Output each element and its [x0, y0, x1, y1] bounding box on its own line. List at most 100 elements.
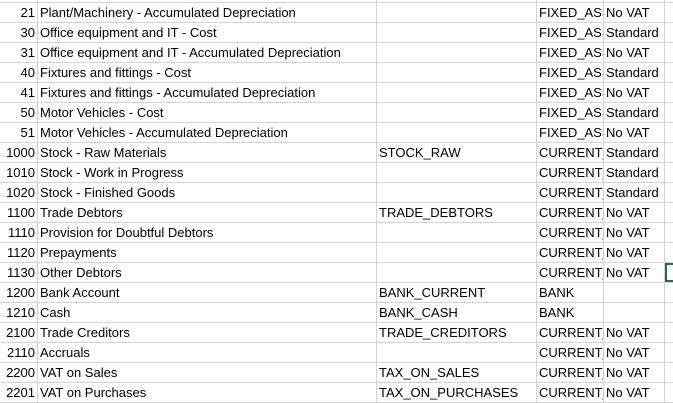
vat-cell[interactable]: No VAT: [604, 323, 665, 342]
mapping-cell[interactable]: [377, 183, 537, 202]
account-code-cell[interactable]: 31: [0, 43, 38, 62]
account-name-cell[interactable]: [38, 0, 377, 2]
account-code-cell[interactable]: 1000: [0, 143, 38, 162]
mapping-cell[interactable]: TAX_ON_PURCHASES: [377, 383, 537, 402]
account-type-cell[interactable]: CURRENT_: [539, 363, 604, 382]
account-type-cell[interactable]: BANK: [537, 283, 604, 302]
empty-cell[interactable]: [665, 83, 673, 102]
account-name-cell[interactable]: Stock - Work in Progress: [38, 163, 377, 182]
empty-cell[interactable]: [665, 303, 673, 322]
vat-cell[interactable]: Standard: [604, 103, 665, 122]
account-name-cell[interactable]: Trade Debtors: [38, 203, 377, 222]
mapping-cell[interactable]: TRADE_DEBTORS: [377, 203, 537, 222]
account-name-cell[interactable]: Stock - Raw Materials: [38, 143, 377, 162]
empty-cell[interactable]: [665, 323, 673, 342]
account-name-cell[interactable]: Fixtures and fittings - Cost: [38, 63, 377, 82]
empty-cell[interactable]: [665, 103, 673, 122]
vat-cell[interactable]: No VAT: [604, 43, 665, 62]
account-name-cell[interactable]: VAT on Purchases: [38, 383, 377, 402]
vat-cell[interactable]: No VAT: [604, 383, 665, 402]
vat-cell[interactable]: Standard: [604, 23, 665, 42]
account-type-cell[interactable]: CURRENT_: [539, 203, 604, 222]
mapping-cell[interactable]: [377, 23, 537, 42]
vat-cell[interactable]: No VAT: [604, 123, 665, 142]
empty-cell[interactable]: [665, 143, 673, 162]
account-name-cell[interactable]: Bank Account: [38, 283, 377, 302]
mapping-cell[interactable]: [377, 103, 537, 122]
mapping-cell[interactable]: [377, 223, 537, 242]
mapping-cell[interactable]: STOCK_RAW: [377, 143, 537, 162]
account-code-cell[interactable]: 50: [0, 103, 38, 122]
account-type-cell[interactable]: CURRENT_: [539, 243, 604, 262]
mapping-cell[interactable]: TRADE_CREDITORS: [377, 323, 537, 342]
mapping-cell[interactable]: [377, 163, 537, 182]
account-type-cell[interactable]: CURRENT_: [539, 223, 604, 242]
account-type-cell[interactable]: FIXED_ASS: [539, 103, 604, 122]
account-name-cell[interactable]: VAT on Sales: [38, 363, 377, 382]
account-code-cell[interactable]: 1210: [0, 303, 38, 322]
account-type-cell[interactable]: CURRENT_: [539, 383, 604, 402]
vat-cell[interactable]: Standard: [604, 163, 665, 182]
account-name-cell[interactable]: Office equipment and IT - Cost: [38, 23, 377, 42]
vat-cell[interactable]: Standard: [604, 183, 665, 202]
account-name-cell[interactable]: Cash: [38, 303, 377, 322]
account-code-cell[interactable]: 2100: [0, 323, 38, 342]
account-type-cell[interactable]: CURRENT_: [539, 323, 604, 342]
account-name-cell[interactable]: Stock - Finished Goods: [38, 183, 377, 202]
mapping-cell[interactable]: [377, 243, 537, 262]
account-code-cell[interactable]: 1100: [0, 203, 38, 222]
account-type-cell[interactable]: CURRENT_: [539, 143, 604, 162]
account-type-cell[interactable]: FIXED_ASS: [539, 3, 604, 22]
account-code-cell[interactable]: 1020: [0, 183, 38, 202]
empty-cell[interactable]: [665, 343, 673, 362]
mapping-cell[interactable]: [377, 123, 537, 142]
account-name-cell[interactable]: Office equipment and IT - Accumulated De…: [38, 43, 377, 62]
empty-cell[interactable]: [665, 63, 673, 82]
account-type-cell[interactable]: FIXED_ASS: [539, 63, 604, 82]
vat-cell[interactable]: Standard: [604, 63, 665, 82]
account-type-cell[interactable]: CURRENT_: [539, 163, 604, 182]
empty-cell[interactable]: [665, 123, 673, 142]
vat-cell[interactable]: No VAT: [604, 343, 665, 362]
account-type-cell[interactable]: FIXED_ASS: [539, 23, 604, 42]
account-code-cell[interactable]: 21: [0, 3, 38, 22]
vat-cell[interactable]: No VAT: [604, 363, 665, 382]
empty-cell[interactable]: [665, 243, 673, 262]
empty-cell[interactable]: [665, 43, 673, 62]
mapping-cell[interactable]: [377, 0, 537, 2]
mapping-cell[interactable]: [377, 343, 537, 362]
account-type-cell[interactable]: CURRENT_: [539, 343, 604, 362]
vat-cell[interactable]: [604, 283, 665, 302]
empty-cell[interactable]: [665, 383, 673, 402]
vat-cell[interactable]: No VAT: [604, 3, 665, 22]
mapping-cell[interactable]: TAX_ON_SALES: [377, 363, 537, 382]
vat-cell[interactable]: No VAT: [604, 243, 665, 262]
account-name-cell[interactable]: Prepayments: [38, 243, 377, 262]
account-name-cell[interactable]: Trade Creditors: [38, 323, 377, 342]
empty-cell[interactable]: [665, 23, 673, 42]
account-type-cell[interactable]: CURRENT_: [539, 263, 604, 282]
empty-cell[interactable]: [665, 3, 673, 22]
empty-cell[interactable]: [665, 223, 673, 242]
empty-cell[interactable]: [665, 0, 673, 2]
account-code-cell[interactable]: 30: [0, 23, 38, 42]
mapping-cell[interactable]: [377, 43, 537, 62]
account-code-cell[interactable]: 2200: [0, 363, 38, 382]
account-type-cell[interactable]: [537, 0, 604, 2]
account-code-cell[interactable]: 1120: [0, 243, 38, 262]
account-code-cell[interactable]: 1200: [0, 283, 38, 302]
account-type-cell[interactable]: CURRENT_: [539, 183, 604, 202]
selected-cell[interactable]: [665, 263, 673, 282]
mapping-cell[interactable]: [377, 83, 537, 102]
account-code-cell[interactable]: 1010: [0, 163, 38, 182]
vat-cell[interactable]: No VAT: [604, 203, 665, 222]
mapping-cell[interactable]: [377, 3, 537, 22]
vat-cell[interactable]: No VAT: [604, 83, 665, 102]
vat-cell[interactable]: Standard: [604, 143, 665, 162]
mapping-cell[interactable]: [377, 263, 537, 282]
mapping-cell[interactable]: BANK_CURRENT: [377, 283, 537, 302]
account-code-cell[interactable]: 1110: [0, 223, 38, 242]
account-name-cell[interactable]: Other Debtors: [38, 263, 377, 282]
account-name-cell[interactable]: Provision for Doubtful Debtors: [38, 223, 377, 242]
account-name-cell[interactable]: Plant/Machinery - Accumulated Depreciati…: [38, 3, 377, 22]
